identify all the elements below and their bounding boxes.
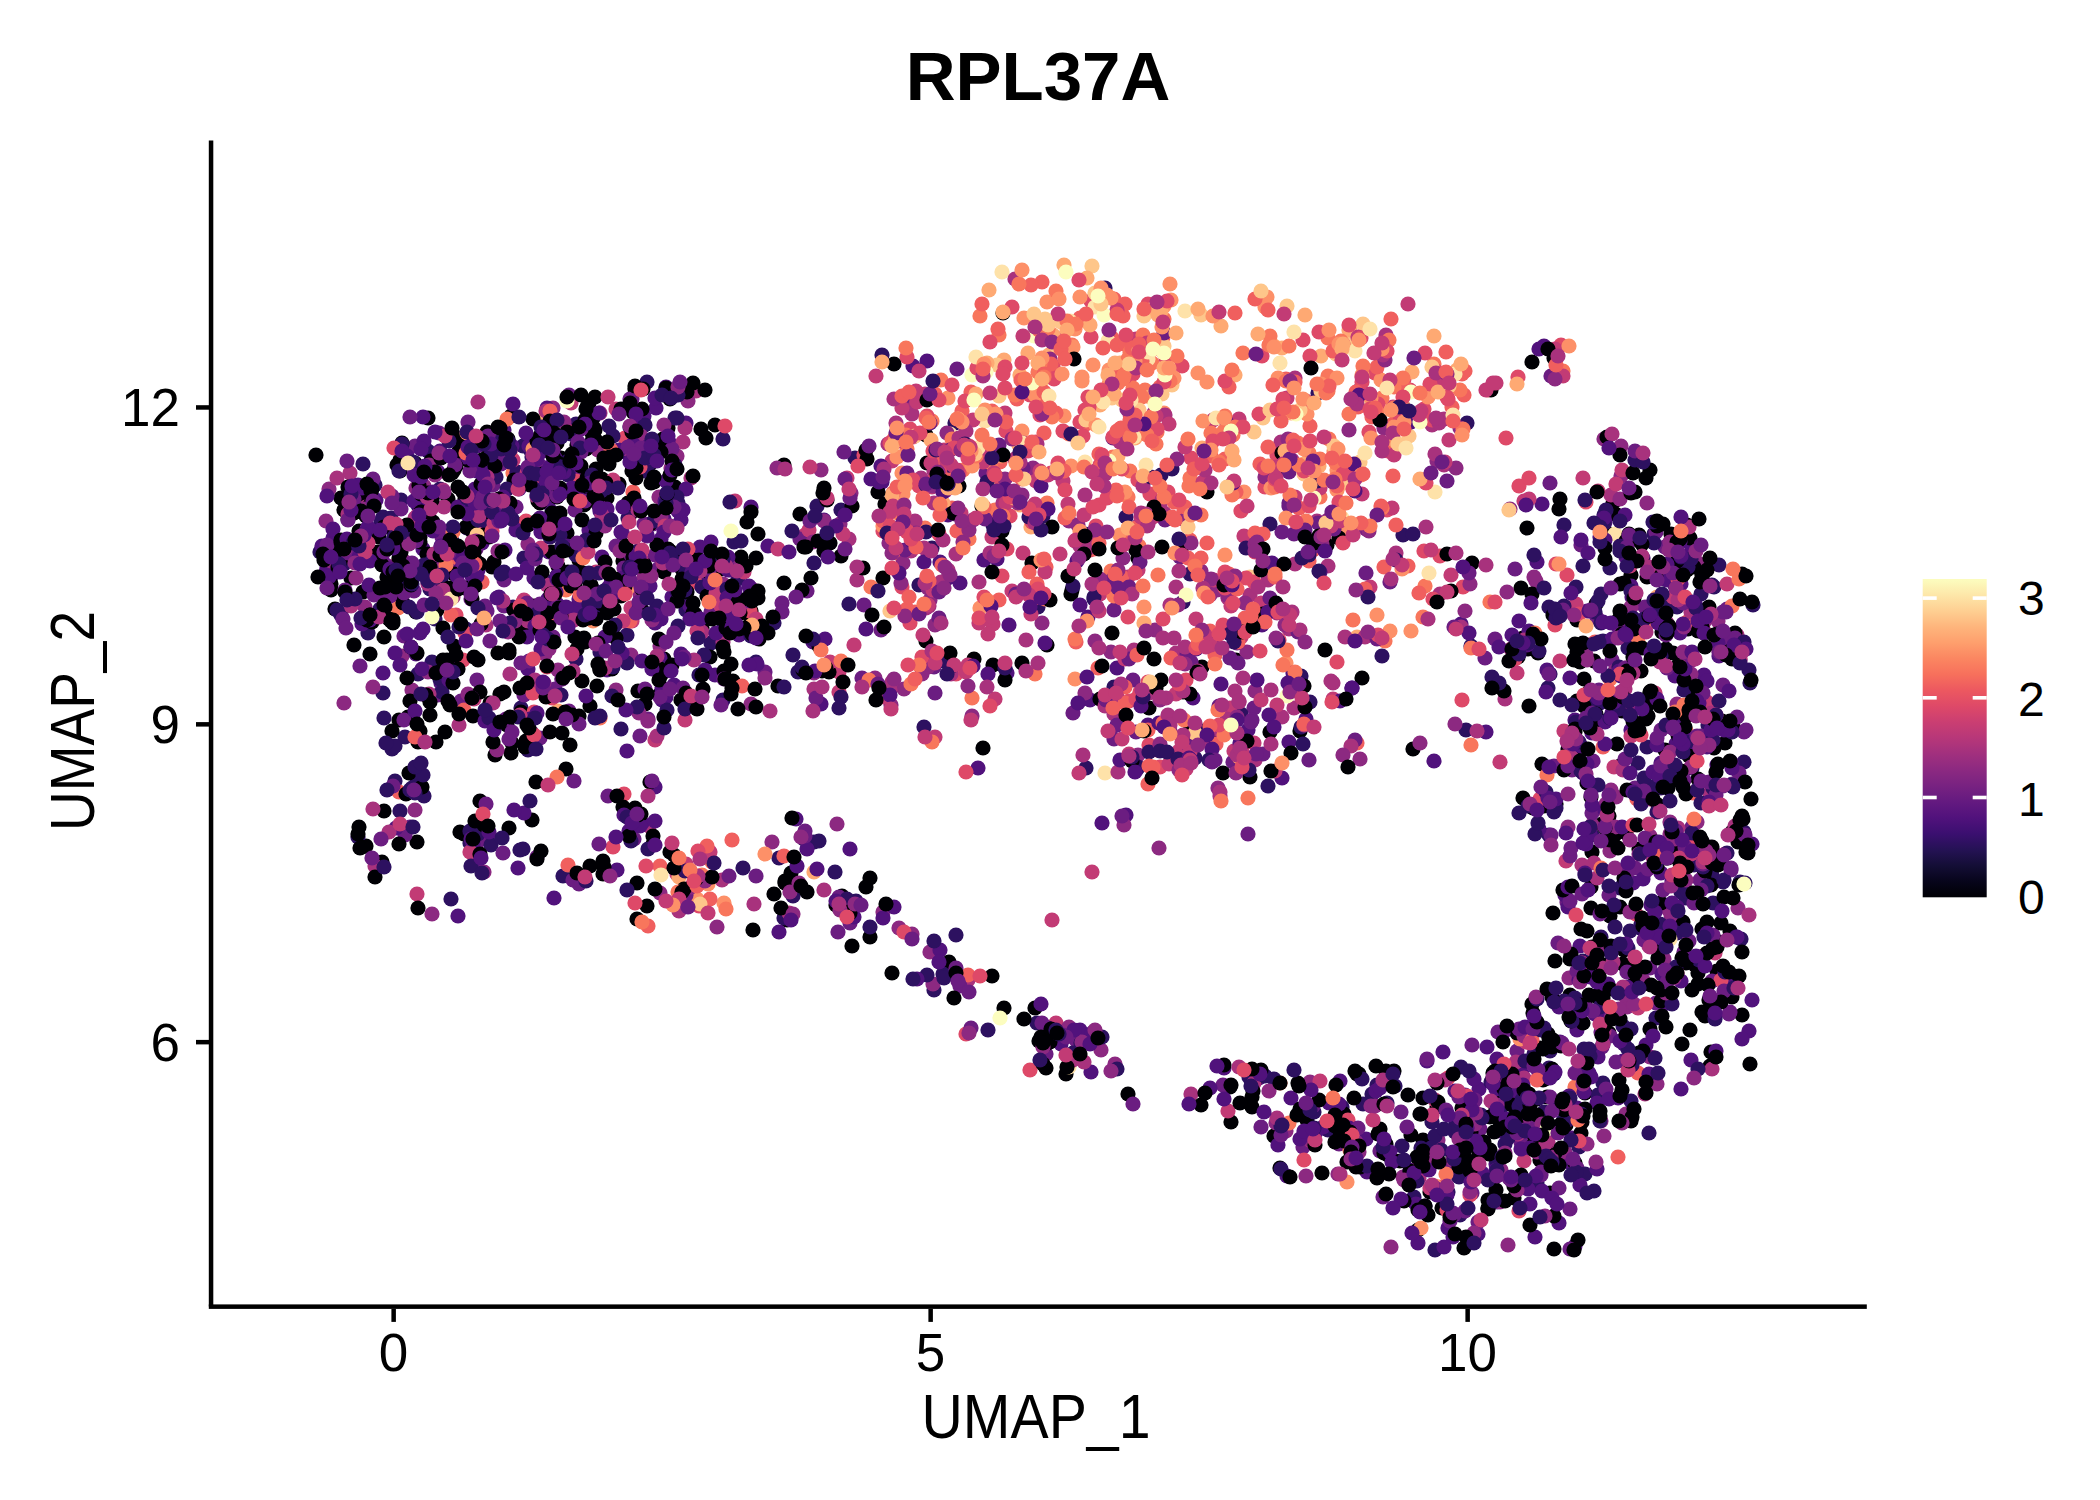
svg-text:1: 1	[2018, 773, 2045, 826]
svg-text:0: 0	[379, 1323, 408, 1382]
svg-text:12: 12	[121, 378, 180, 437]
svg-text:2: 2	[2018, 673, 2045, 726]
svg-text:10: 10	[1438, 1323, 1497, 1382]
svg-text:UMAP_2: UMAP_2	[37, 611, 107, 831]
svg-text:UMAP_1: UMAP_1	[922, 1381, 1151, 1451]
svg-text:5: 5	[916, 1323, 945, 1382]
svg-text:3: 3	[2018, 572, 2045, 625]
svg-text:9: 9	[151, 695, 180, 754]
svg-text:6: 6	[151, 1013, 180, 1072]
svg-text:RPL37A: RPL37A	[906, 38, 1171, 115]
svg-text:0: 0	[2018, 871, 2045, 924]
